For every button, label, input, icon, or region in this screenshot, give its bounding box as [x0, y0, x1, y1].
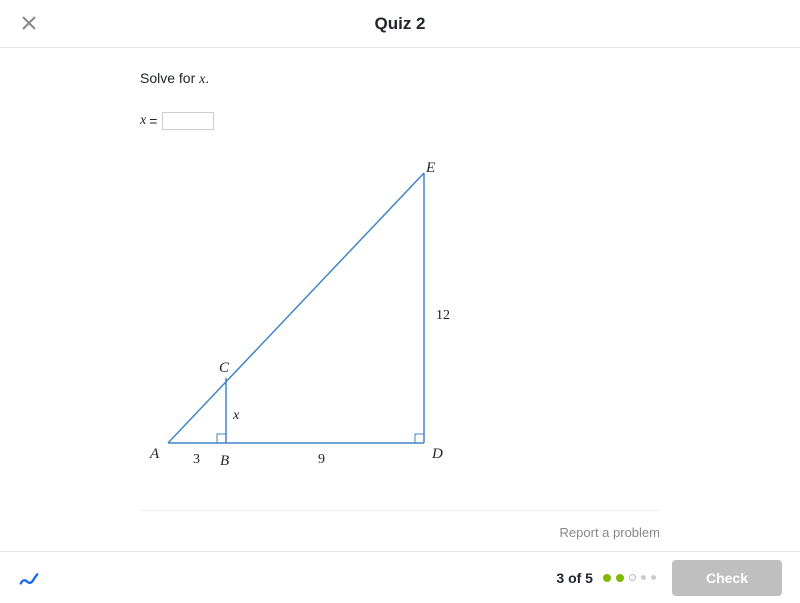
triangle-svg — [0, 158, 800, 488]
progress-dot — [629, 574, 636, 581]
prompt-area: Solve for x. x = — [140, 70, 800, 130]
vertex-label-D: D — [432, 446, 443, 463]
page-title: Quiz 2 — [0, 14, 800, 34]
footer: 3 of 5 Check — [0, 551, 800, 603]
vertex-label-C: C — [219, 360, 229, 377]
progress-dot — [641, 575, 646, 580]
close-icon[interactable] — [22, 16, 38, 32]
progress-dot — [603, 574, 611, 582]
scratchpad-icon[interactable] — [18, 567, 40, 589]
progress-dots — [603, 574, 656, 582]
content: Solve for x. x = A B C D E 3 9 x 12 Repo… — [0, 48, 800, 540]
diagram: A B C D E 3 9 x 12 — [0, 158, 800, 488]
equals-sign: = — [149, 113, 157, 129]
prompt-prefix: Solve for — [140, 70, 199, 86]
side-label-DE: 12 — [436, 308, 450, 324]
progress-dot — [616, 574, 624, 582]
vertex-label-A: A — [150, 446, 159, 463]
check-button[interactable]: Check — [672, 560, 782, 596]
answer-row: x = — [140, 112, 800, 130]
vertex-label-B: B — [220, 453, 229, 470]
answer-input[interactable] — [162, 112, 214, 130]
prompt-suffix: . — [205, 70, 209, 86]
header: Quiz 2 — [0, 0, 800, 48]
prompt-text: Solve for x. — [140, 70, 800, 88]
report-row: Report a problem — [0, 525, 660, 540]
side-label-BD: 9 — [318, 452, 325, 468]
progress-dot — [651, 575, 656, 580]
divider — [140, 510, 660, 511]
side-label-BC: x — [233, 408, 239, 424]
report-problem-link[interactable]: Report a problem — [560, 525, 660, 540]
vertex-label-E: E — [426, 160, 435, 177]
side-label-AB: 3 — [193, 452, 200, 468]
progress-text: 3 of 5 — [556, 570, 593, 586]
answer-var: x — [140, 113, 146, 129]
